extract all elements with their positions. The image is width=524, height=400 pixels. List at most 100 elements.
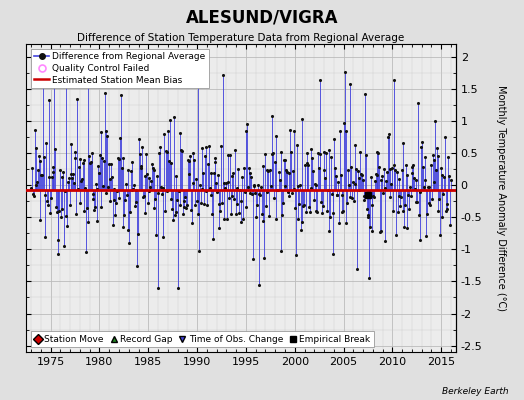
Point	[345, 80, 354, 87]
Point	[431, 117, 439, 124]
Point	[332, 173, 340, 179]
Point	[184, 170, 193, 177]
Point	[290, 186, 299, 192]
Point	[166, 117, 174, 123]
Point	[303, 150, 312, 156]
Point	[232, 211, 240, 217]
Point	[289, 128, 298, 134]
Point	[192, 176, 200, 182]
Point	[155, 149, 163, 156]
Point	[423, 210, 431, 217]
Point	[232, 184, 241, 191]
Point	[342, 220, 351, 226]
Point	[128, 187, 137, 193]
Point	[369, 193, 377, 200]
Point	[114, 155, 122, 162]
Point	[135, 135, 143, 142]
Point	[445, 173, 453, 179]
Point	[394, 209, 402, 216]
Point	[41, 192, 49, 198]
Point	[289, 168, 297, 174]
Point	[139, 194, 147, 200]
Point	[442, 208, 450, 214]
Point	[133, 263, 141, 269]
Point	[384, 134, 392, 140]
Point	[213, 189, 221, 195]
Point	[94, 162, 102, 169]
Point	[199, 170, 208, 176]
Point	[49, 164, 58, 170]
Point	[367, 174, 375, 181]
Point	[251, 190, 259, 196]
Point	[334, 179, 343, 186]
Point	[253, 201, 261, 208]
Point	[47, 195, 55, 201]
Point	[269, 150, 277, 156]
Point	[189, 150, 197, 156]
Point	[59, 168, 68, 175]
Point	[154, 189, 162, 196]
Point	[161, 148, 170, 154]
Point	[360, 193, 368, 199]
Point	[280, 156, 288, 163]
Point	[346, 194, 355, 200]
Point	[305, 204, 313, 210]
Point	[419, 163, 427, 170]
Point	[107, 161, 115, 168]
Point	[33, 179, 41, 185]
Point	[363, 206, 371, 212]
Point	[258, 163, 267, 170]
Point	[374, 150, 383, 156]
Point	[103, 132, 112, 139]
Point	[138, 144, 146, 150]
Point	[379, 190, 387, 196]
Point	[351, 142, 359, 148]
Point	[254, 182, 262, 188]
Point	[76, 156, 84, 162]
Point	[329, 250, 337, 257]
Point	[420, 184, 428, 190]
Point	[196, 182, 204, 188]
Point	[120, 212, 128, 218]
Point	[91, 204, 99, 210]
Point	[151, 195, 159, 202]
Point	[43, 202, 52, 208]
Point	[353, 265, 361, 272]
Point	[45, 174, 53, 180]
Point	[130, 203, 139, 209]
Point	[344, 167, 352, 174]
Point	[271, 132, 280, 139]
Point	[401, 162, 410, 168]
Point	[96, 128, 105, 135]
Point	[370, 194, 378, 200]
Point	[114, 156, 123, 162]
Point	[254, 191, 263, 197]
Point	[319, 203, 327, 210]
Point	[104, 184, 112, 190]
Point	[336, 172, 345, 178]
Point	[35, 153, 43, 159]
Point	[83, 219, 92, 226]
Point	[367, 227, 376, 234]
Point	[146, 184, 155, 190]
Point	[170, 212, 179, 218]
Point	[181, 194, 190, 201]
Point	[267, 183, 275, 189]
Point	[210, 170, 218, 177]
Point	[162, 188, 171, 194]
Point	[111, 212, 119, 218]
Point	[317, 199, 325, 205]
Point	[53, 251, 62, 257]
Point	[281, 182, 290, 189]
Point	[296, 182, 304, 188]
Point	[82, 248, 90, 255]
Point	[126, 209, 134, 215]
Point	[45, 97, 53, 103]
Point	[252, 214, 260, 221]
Point	[118, 154, 127, 161]
Point	[220, 216, 228, 222]
Point	[336, 128, 344, 134]
Point	[279, 199, 287, 206]
Point	[301, 162, 309, 169]
Point	[238, 174, 246, 180]
